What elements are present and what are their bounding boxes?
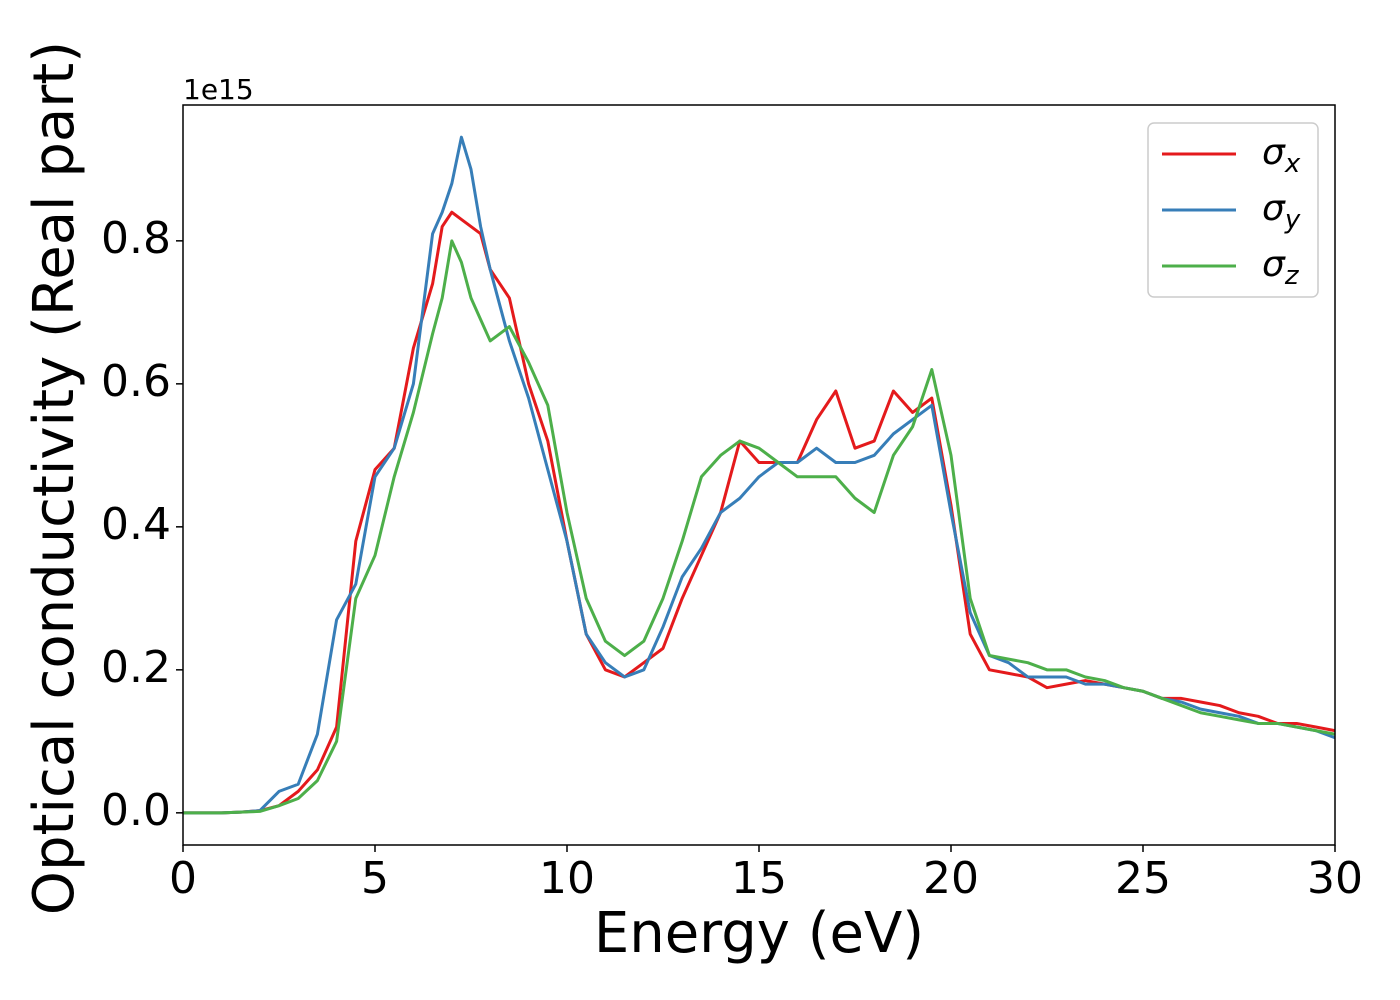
data-line [183,239,1335,815]
legend-label: σy [1262,188,1301,235]
y-tick-label: 0.4 [101,499,171,550]
y-tick-label: 0.2 [101,642,171,693]
y-axis-label: Optical conductivity (Real part) [22,41,87,915]
legend-label: σz [1262,244,1300,291]
x-tick-label: 10 [539,853,595,904]
y-tick-label: 0.8 [101,213,171,264]
plot-frame [182,104,1336,846]
y-tick-label: 0.0 [101,785,171,836]
x-axis-label: Energy (eV) [594,901,924,966]
x-tick-label: 25 [1115,853,1171,904]
x-tick-label: 5 [361,853,389,904]
y-tick-label: 0.6 [101,356,171,407]
x-tick-label: 30 [1307,853,1363,904]
x-tick-label: 15 [731,853,787,904]
data-line [183,210,1335,815]
x-tick-label: 0 [169,853,197,904]
legend-label: σx [1262,132,1301,179]
y-offset-label: 1e15 [183,73,254,106]
x-tick-label: 20 [923,853,979,904]
